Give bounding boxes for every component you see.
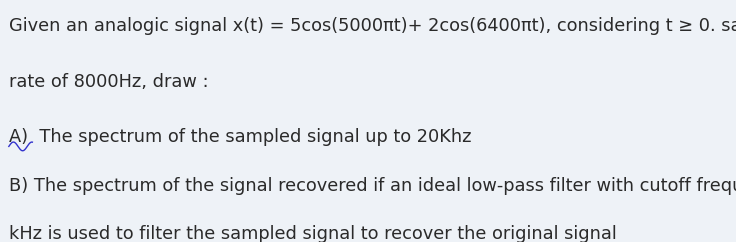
Text: B) The spectrum of the signal recovered if an ideal low-pass filter with cutoff : B) The spectrum of the signal recovered … (9, 177, 736, 195)
Text: kHz is used to filter the sampled signal to recover the original signal: kHz is used to filter the sampled signal… (9, 225, 617, 242)
Text: A)  The spectrum of the sampled signal up to 20Khz: A) The spectrum of the sampled signal up… (9, 128, 471, 146)
Text: Given an analogic signal x(t) = 5cos(5000πt)+ 2cos(6400πt), considering t ≥ 0. s: Given an analogic signal x(t) = 5cos(500… (9, 17, 736, 35)
Text: rate of 8000Hz, draw :: rate of 8000Hz, draw : (9, 73, 208, 91)
